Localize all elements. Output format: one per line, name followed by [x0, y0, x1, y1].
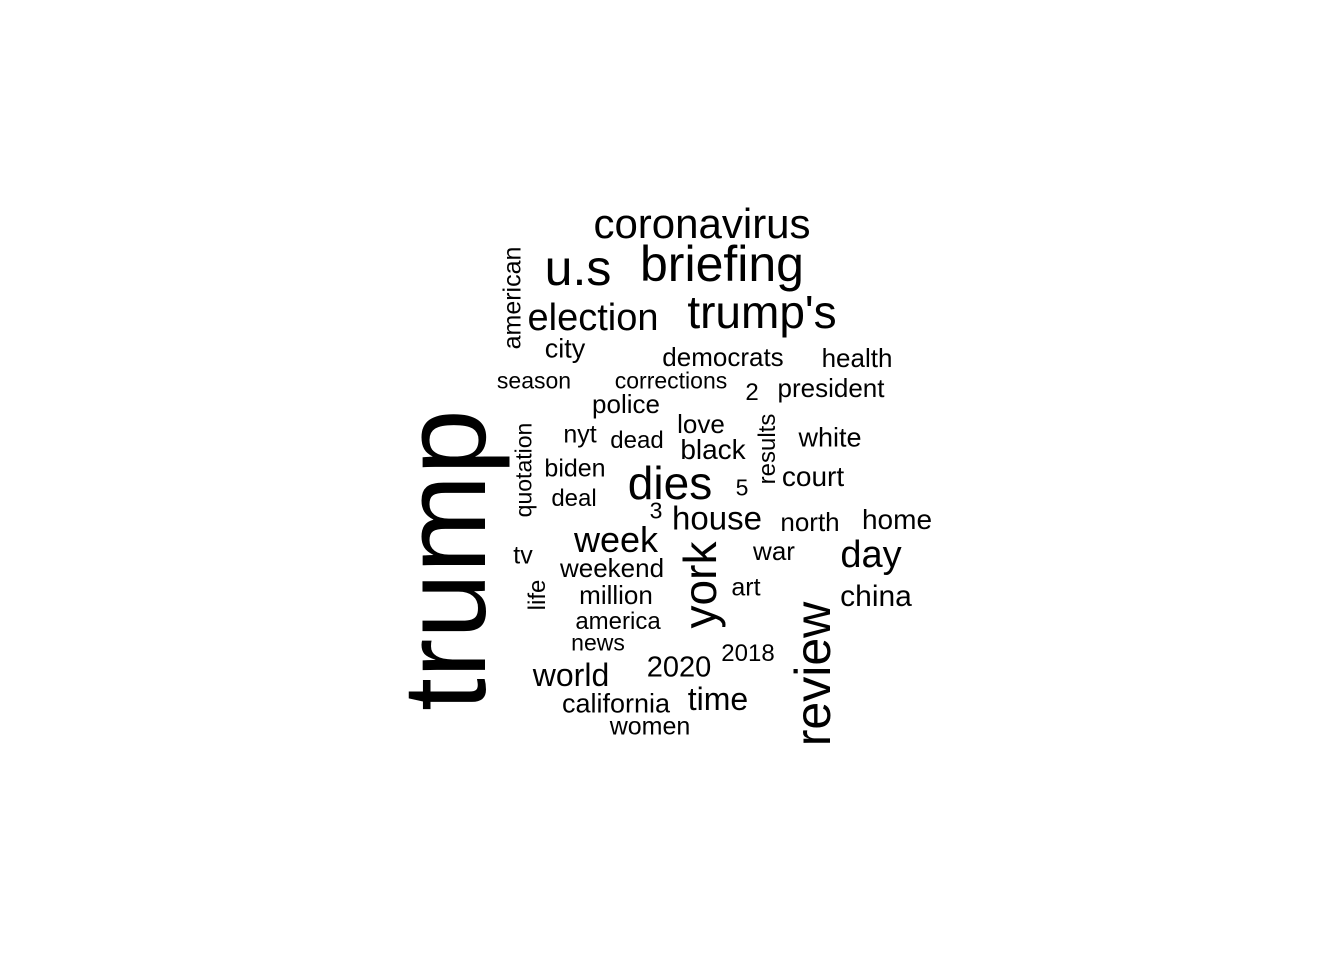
word-court: court: [781, 461, 845, 492]
word-5: 5: [735, 474, 749, 501]
word-california: california: [561, 688, 671, 719]
word-love: love: [677, 409, 725, 439]
word-world: world: [532, 657, 610, 693]
word-time: time: [687, 681, 749, 717]
word-biden: biden: [544, 454, 606, 483]
word-2: 2: [745, 379, 759, 406]
word-3: 3: [649, 497, 663, 524]
word-2018: 2018: [721, 640, 775, 667]
word-briefing: briefing: [640, 236, 804, 292]
word-deal: deal: [551, 485, 597, 512]
word-review: review: [785, 601, 841, 747]
word-trump: trump: [379, 409, 511, 711]
word-city: city: [544, 333, 586, 364]
word-quotation: quotation: [510, 422, 537, 518]
word-democrats: democrats: [662, 342, 784, 372]
word-election: election: [527, 297, 659, 339]
word-week: week: [573, 519, 659, 560]
word-art: art: [731, 573, 761, 602]
word-president: president: [777, 373, 885, 403]
word-home: home: [861, 504, 933, 535]
word-police: police: [592, 389, 660, 419]
word-black: black: [680, 434, 746, 465]
word-weekend: weekend: [559, 553, 665, 583]
word-tv: tv: [513, 541, 533, 570]
word-dies: dies: [627, 457, 713, 509]
word-news: news: [571, 629, 625, 656]
word-white: white: [798, 422, 862, 453]
word-corrections: corrections: [614, 367, 728, 394]
word-health: health: [821, 343, 893, 373]
word-women: women: [609, 712, 691, 741]
word-2020: 2020: [646, 651, 712, 684]
word-house: house: [672, 499, 762, 537]
word-america: america: [575, 608, 661, 635]
word-coronavirus: coronavirus: [593, 200, 811, 247]
word-dead: dead: [610, 427, 664, 454]
word-day: day: [840, 534, 902, 576]
word-trump-s: trump's: [687, 286, 837, 338]
word-american: american: [498, 246, 527, 350]
word-nyt: nyt: [563, 420, 597, 449]
word-life: life: [524, 579, 551, 611]
word-north: north: [780, 507, 840, 537]
word-u-s: u.s: [544, 240, 612, 296]
word-season: season: [496, 367, 572, 394]
word-results: results: [754, 413, 781, 485]
word-war: war: [753, 536, 795, 566]
word-million: million: [579, 580, 653, 610]
word-china: china: [840, 580, 912, 613]
word-york: york: [674, 541, 726, 629]
